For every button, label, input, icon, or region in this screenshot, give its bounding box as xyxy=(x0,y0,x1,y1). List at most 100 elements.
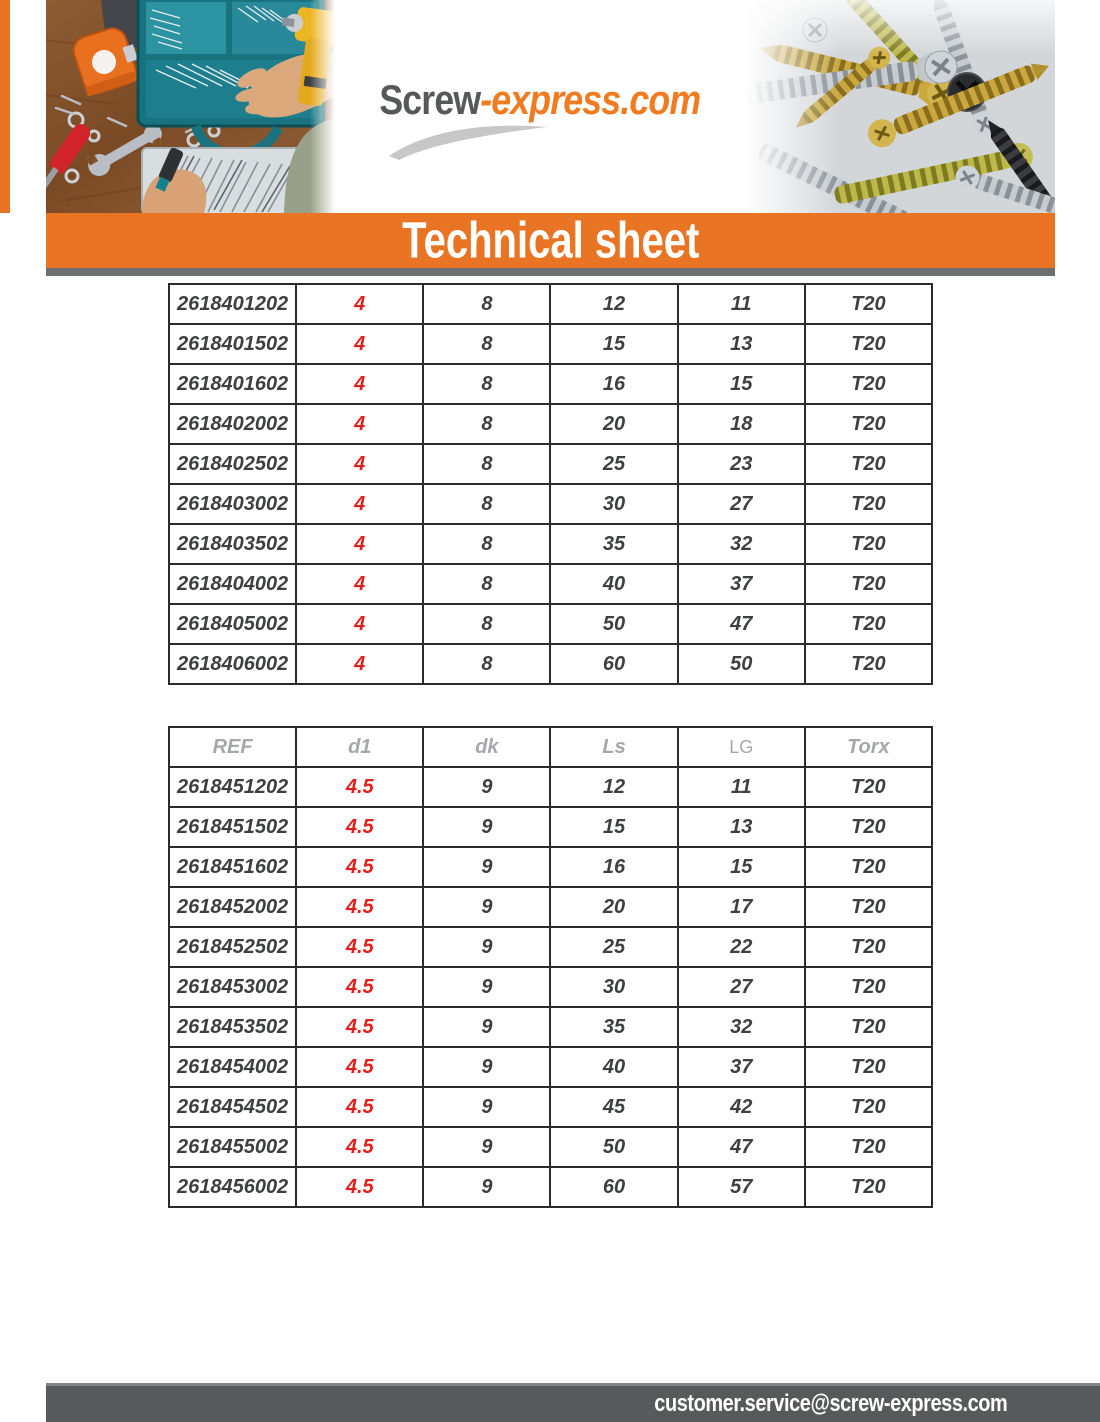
value-cell: 23 xyxy=(676,443,806,485)
table-row: 2618403002 4 8 30 27 T20 xyxy=(167,483,934,525)
value-cell: 4.5 xyxy=(295,846,425,888)
value-cell: 4.5 xyxy=(295,1006,425,1048)
ref-cell: 2618452002 xyxy=(167,886,298,928)
value-cell: T20 xyxy=(803,323,934,365)
value-cell: 8 xyxy=(422,483,552,525)
spec-table-d4: 2618401202 4 8 12 11 T20 2618401502 4 8 15 13 T20 26… xyxy=(167,283,934,685)
value-cell: 11 xyxy=(676,766,806,808)
value-cell: 8 xyxy=(422,563,552,605)
ref-cell: 2618451502 xyxy=(167,806,298,848)
value-cell: 17 xyxy=(676,886,806,928)
ref-cell: 2618402002 xyxy=(167,403,298,445)
left-accent-stripe xyxy=(0,0,10,213)
value-cell: 8 xyxy=(422,523,552,565)
value-cell: 9 xyxy=(422,926,552,968)
ref-cell: 2618403502 xyxy=(167,523,298,565)
value-cell: 42 xyxy=(676,1086,806,1128)
value-cell: 9 xyxy=(422,1046,552,1088)
value-cell: 40 xyxy=(549,1046,679,1088)
table-row: 2618401602 4 8 16 15 T20 xyxy=(167,363,934,405)
value-cell: T20 xyxy=(803,643,934,685)
table-row: 2618456002 4.5 9 60 57 T20 xyxy=(167,1166,934,1208)
value-cell: 12 xyxy=(549,766,679,808)
value-cell: 8 xyxy=(422,643,552,685)
value-cell: 4 xyxy=(295,443,425,485)
value-cell: 25 xyxy=(549,443,679,485)
ref-cell: 2618452502 xyxy=(167,926,298,968)
value-cell: 50 xyxy=(676,643,806,685)
value-cell: 4 xyxy=(295,523,425,565)
value-cell: 9 xyxy=(422,846,552,888)
value-cell: T20 xyxy=(803,806,934,848)
footer-bar: customer.service@screw-express.com xyxy=(46,1383,1100,1422)
table-row: 2618451602 4.5 9 16 15 T20 xyxy=(167,846,934,888)
value-cell: 30 xyxy=(549,483,679,525)
value-cell: 8 xyxy=(422,603,552,645)
page-title: Technical sheet xyxy=(401,211,700,269)
ref-cell: 2618455002 xyxy=(167,1126,298,1168)
value-cell: 20 xyxy=(549,886,679,928)
contact-email: customer.service@screw-express.com xyxy=(653,1390,1007,1417)
value-cell: T20 xyxy=(803,766,934,808)
value-cell: 32 xyxy=(676,1006,806,1048)
value-cell: 8 xyxy=(422,323,552,365)
brand-logo: Screw-express.com xyxy=(335,0,745,213)
value-cell: 57 xyxy=(676,1166,806,1208)
value-cell: 15 xyxy=(549,323,679,365)
value-cell: T20 xyxy=(803,403,934,445)
table-row: 2618402502 4 8 25 23 T20 xyxy=(167,443,934,485)
ref-cell: 2618453002 xyxy=(167,966,298,1008)
column-header-dk: dk xyxy=(422,726,552,768)
value-cell: 30 xyxy=(549,966,679,1008)
ref-cell: 2618405002 xyxy=(167,603,298,645)
ref-cell: 2618456002 xyxy=(167,1166,298,1208)
value-cell: T20 xyxy=(803,1006,934,1048)
value-cell: 40 xyxy=(549,563,679,605)
value-cell: 32 xyxy=(676,523,806,565)
value-cell: T20 xyxy=(803,886,934,928)
value-cell: 60 xyxy=(549,643,679,685)
table-row: 2618451502 4.5 9 15 13 T20 xyxy=(167,806,934,848)
value-cell: 4.5 xyxy=(295,1046,425,1088)
table-row: 2618403502 4 8 35 32 T20 xyxy=(167,523,934,565)
value-cell: 9 xyxy=(422,886,552,928)
workbench-photo xyxy=(46,0,335,213)
value-cell: 8 xyxy=(422,363,552,405)
value-cell: 35 xyxy=(549,523,679,565)
value-cell: 4 xyxy=(295,483,425,525)
value-cell: 9 xyxy=(422,766,552,808)
value-cell: 4 xyxy=(295,283,425,325)
value-cell: T20 xyxy=(803,563,934,605)
value-cell: 4 xyxy=(295,563,425,605)
ref-cell: 2618454502 xyxy=(167,1086,298,1128)
logo-text-express: -express.com xyxy=(480,76,701,123)
value-cell: 18 xyxy=(676,403,806,445)
table-row: 2618455002 4.5 9 50 47 T20 xyxy=(167,1126,934,1168)
value-cell: 15 xyxy=(676,363,806,405)
table-header-row: REF d1 dk Ls LG Torx xyxy=(167,726,934,768)
value-cell: T20 xyxy=(803,483,934,525)
value-cell: 4.5 xyxy=(295,1126,425,1168)
value-cell: 16 xyxy=(549,846,679,888)
ref-cell: 2618404002 xyxy=(167,563,298,605)
value-cell: 4.5 xyxy=(295,966,425,1008)
ref-cell: 2618401502 xyxy=(167,323,298,365)
table-row: 2618401202 4 8 12 11 T20 xyxy=(167,283,934,325)
value-cell: 9 xyxy=(422,1126,552,1168)
table-row: 2618405002 4 8 50 47 T20 xyxy=(167,603,934,645)
ref-cell: 2618453502 xyxy=(167,1006,298,1048)
spec-table-d4-5: REF d1 dk Ls LG Torx 2618451202 4.5 9 12 11 T20 2618… xyxy=(167,726,934,1208)
value-cell: T20 xyxy=(803,1126,934,1168)
value-cell: 45 xyxy=(549,1086,679,1128)
value-cell: T20 xyxy=(803,523,934,565)
value-cell: 22 xyxy=(676,926,806,968)
value-cell: T20 xyxy=(803,846,934,888)
value-cell: 47 xyxy=(676,603,806,645)
value-cell: 13 xyxy=(676,806,806,848)
value-cell: 37 xyxy=(676,1046,806,1088)
table-row: 2618454002 4.5 9 40 37 T20 xyxy=(167,1046,934,1088)
table-row: 2618406002 4 8 60 50 T20 xyxy=(167,643,934,685)
table-row: 2618402002 4 8 20 18 T20 xyxy=(167,403,934,445)
value-cell: T20 xyxy=(803,1086,934,1128)
